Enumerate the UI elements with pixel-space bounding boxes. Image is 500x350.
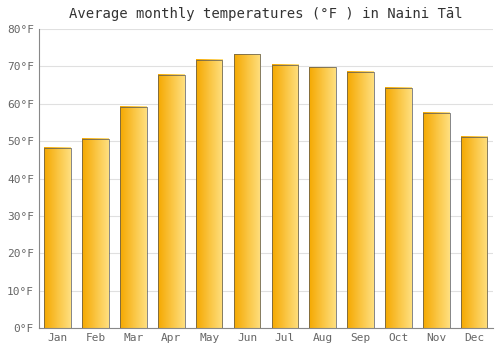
Bar xyxy=(310,67,336,328)
Bar xyxy=(82,139,109,328)
Bar xyxy=(158,75,184,328)
Bar xyxy=(234,55,260,328)
Bar xyxy=(385,88,411,328)
Bar xyxy=(423,113,450,328)
Bar xyxy=(120,107,146,328)
Bar xyxy=(272,65,298,328)
Bar xyxy=(461,137,487,328)
Title: Average monthly temperatures (°F ) in Naini Tāl: Average monthly temperatures (°F ) in Na… xyxy=(69,7,462,21)
Bar xyxy=(348,72,374,328)
Bar xyxy=(44,148,71,328)
Bar xyxy=(196,60,222,328)
